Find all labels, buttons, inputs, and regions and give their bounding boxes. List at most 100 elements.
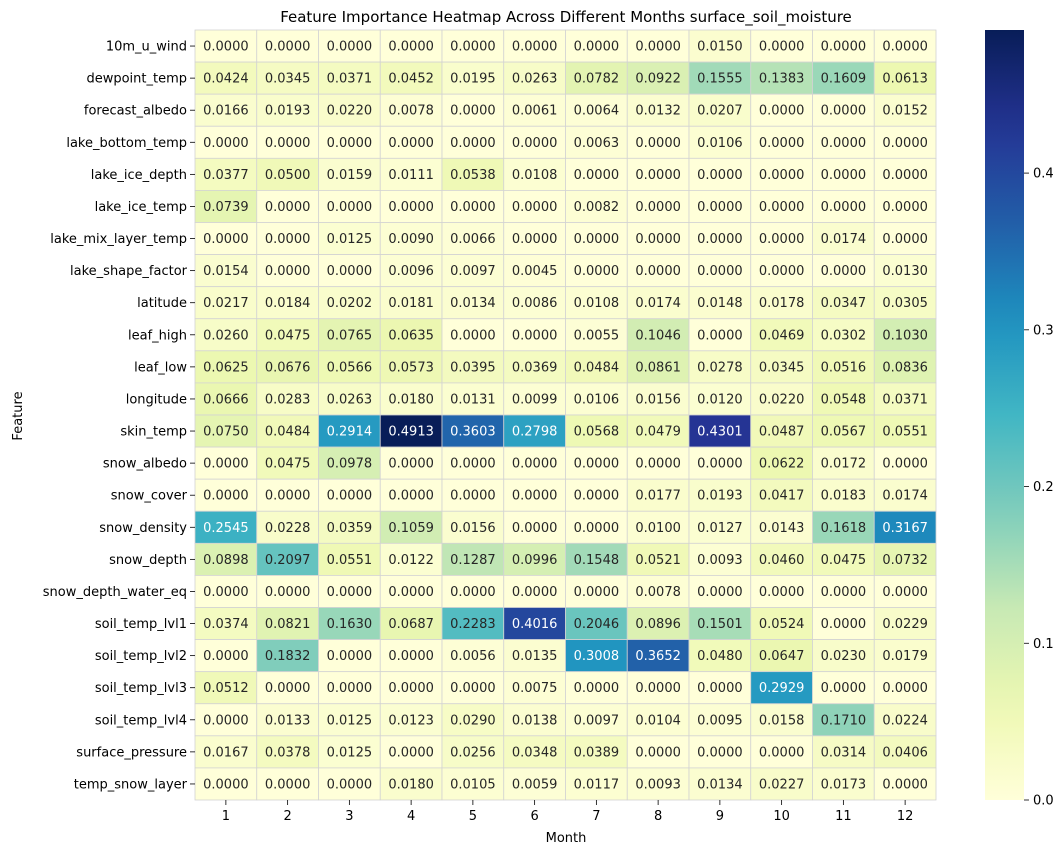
cell-value-label: 0.0000 [512,40,558,55]
heatmap-cell [318,414,381,448]
cell-value-label: 0.0063 [574,136,620,151]
heatmap-cell [750,607,813,640]
heatmap-cell [503,767,566,801]
heatmap-cell [503,446,566,480]
cell-value-label: 0.0000 [388,200,434,215]
x-tick-label: 1 [222,809,230,824]
heatmap-cell [812,414,875,448]
heatmap-cell [812,510,875,544]
cell-value-label: 0.0278 [697,360,743,375]
cell-value-label: 0.0314 [821,745,867,760]
heatmap-cell [812,639,875,673]
heatmap-cell [194,446,258,480]
cell-value-label: 0.0348 [512,745,558,760]
heatmap-cell [626,414,690,448]
cell-value-label: 0.0000 [265,232,311,247]
cell-value-label: 0.0666 [203,392,249,407]
heatmap-cell [812,318,875,352]
heatmap-cell [379,575,443,608]
cell-value-label: 0.2046 [574,617,620,632]
cell-value-label: 0.3652 [635,649,681,664]
cell-value-label: 0.0134 [697,777,743,792]
cell-value-label: 0.2929 [759,681,805,696]
cell-value-label: 0.2283 [450,617,496,632]
cell-value-label: 0.0000 [759,104,805,119]
cell-value-label: 0.4301 [697,425,743,440]
heatmap-cell [565,639,628,673]
heatmap-cell [379,478,443,512]
heatmap-cell [379,61,443,95]
cell-value-label: 0.0055 [574,328,620,343]
cell-value-label: 0.0000 [388,136,434,151]
heatmap-cell [873,29,937,63]
heatmap-cell [256,735,319,769]
colorbar [985,30,1024,800]
heatmap-cell [750,575,813,608]
heatmap-cell [256,61,319,95]
cell-value-label: 0.0000 [882,232,928,247]
cell-value-label: 0.1287 [450,553,496,568]
heatmap-cell [318,542,381,576]
cell-value-label: 0.0479 [635,425,681,440]
heatmap-cell [812,61,875,95]
cell-value-label: 0.0568 [574,425,620,440]
heatmap-cell [256,414,319,448]
x-tick-label: 11 [835,809,852,824]
y-tick-label: surface_pressure [76,745,187,760]
cell-value-label: 0.0220 [759,392,805,407]
cell-value-label: 0.0635 [388,328,434,343]
y-tick-label: soil_temp_lvl1 [95,617,187,632]
heatmap-cell [565,222,628,255]
cell-value-label: 0.0000 [388,681,434,696]
heatmap-cell [626,703,690,737]
cell-value-label: 0.0371 [327,72,373,87]
cell-value-label: 0.0000 [697,232,743,247]
heatmap-cell [503,350,566,384]
cell-value-label: 0.0625 [203,360,249,375]
heatmap-cell [873,639,937,673]
heatmap-cell [873,190,937,223]
cell-value-label: 0.0217 [203,296,249,311]
cell-value-label: 0.0000 [697,200,743,215]
heatmap-cell [750,382,813,416]
heatmap-cell [565,382,628,416]
cell-value-label: 0.0093 [697,553,743,568]
cell-value-label: 0.3008 [574,649,620,664]
cell-value-label: 0.0000 [635,200,681,215]
cell-value-label: 0.0000 [759,136,805,151]
cell-value-label: 0.0371 [882,392,928,407]
cell-value-label: 0.0480 [697,649,743,664]
cell-value-label: 0.0178 [759,296,805,311]
cell-value-label: 0.0000 [759,264,805,279]
cell-value-label: 0.0647 [759,649,805,664]
cell-value-label: 0.0097 [450,264,496,279]
cell-value-label: 0.0000 [635,681,681,696]
cell-value-label: 0.0389 [574,745,620,760]
heatmap-cell [503,703,566,737]
heatmap-cell [441,414,505,448]
cell-value-label: 0.0106 [574,392,620,407]
heatmap-cell [873,125,937,159]
cell-value-label: 0.0000 [635,232,681,247]
heatmap-cell [688,639,752,673]
cell-value-label: 0.0996 [512,553,558,568]
cell-value-label: 0.0000 [635,745,681,760]
heatmap-cell [812,382,875,416]
x-tick-label: 3 [345,809,353,824]
cell-value-label: 0.0000 [574,585,620,600]
heatmap-cell [565,157,628,191]
colorbar-tick-label: 0.0 [1033,794,1054,809]
heatmap-cell [873,318,937,352]
cell-value-label: 0.0099 [512,392,558,407]
colorbar-tick-label: 0.2 [1033,480,1054,495]
cell-value-label: 0.0000 [450,585,496,600]
heatmap-cell [441,767,505,801]
heatmap-cell [256,639,319,673]
heatmap-cell [194,157,258,191]
cell-value-label: 0.0000 [450,200,496,215]
y-tick-label: leaf_high [128,328,187,343]
heatmap-cell [565,607,628,640]
cell-value-label: 0.2097 [265,553,311,568]
cell-value-label: 0.0469 [759,328,805,343]
y-tick-label: soil_temp_lvl3 [95,681,187,696]
